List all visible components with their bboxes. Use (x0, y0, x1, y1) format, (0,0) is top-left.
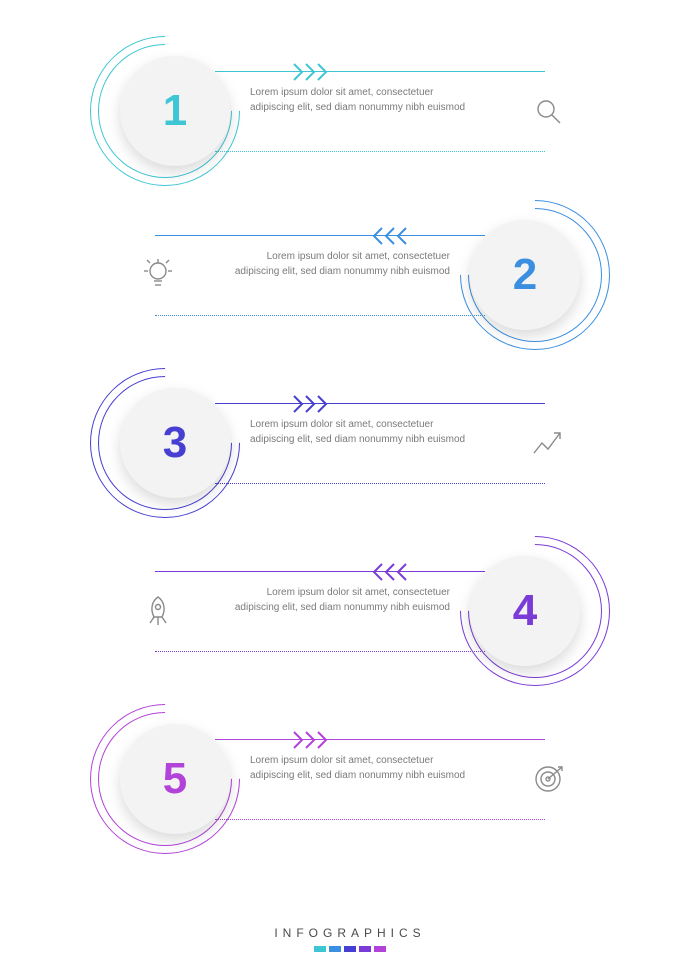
step-number: 1 (163, 86, 187, 136)
infographic-stage: Lorem ipsum dolor sit amet, consectetuer… (0, 0, 700, 980)
step-2: Lorem ipsum dolor sit amet, consectetuer… (0, 220, 700, 380)
step-number: 5 (163, 754, 187, 804)
chevron-left-icon (365, 560, 415, 584)
rocket-icon (140, 593, 176, 629)
step-text: Lorem ipsum dolor sit amet, consectetuer… (220, 249, 450, 279)
step-circle: 2 (470, 220, 580, 330)
target-icon (530, 761, 566, 797)
step-1: Lorem ipsum dolor sit amet, consectetuer… (0, 56, 700, 216)
swatch (314, 946, 326, 952)
swatch (359, 946, 371, 952)
footer-swatches (0, 946, 700, 952)
step-circle: 1 (120, 56, 230, 166)
chevron-right-icon (285, 392, 335, 416)
step-text: Lorem ipsum dolor sit amet, consectetuer… (250, 85, 480, 115)
step-text: Lorem ipsum dolor sit amet, consectetuer… (250, 417, 480, 447)
chart-icon (530, 425, 566, 461)
chevron-left-icon (365, 224, 415, 248)
step-circle: 3 (120, 388, 230, 498)
footer: INFOGRAPHICS (0, 926, 700, 952)
step-number: 3 (163, 418, 187, 468)
magnifier-icon (530, 93, 566, 129)
bulb-icon (140, 257, 176, 293)
step-4: Lorem ipsum dolor sit amet, consectetuer… (0, 556, 700, 716)
step-5: Lorem ipsum dolor sit amet, consectetuer… (0, 724, 700, 884)
footer-label: INFOGRAPHICS (0, 926, 700, 940)
step-3: Lorem ipsum dolor sit amet, consectetuer… (0, 388, 700, 548)
chevron-right-icon (285, 60, 335, 84)
step-number: 2 (513, 250, 537, 300)
step-circle: 4 (470, 556, 580, 666)
swatch (374, 946, 386, 952)
swatch (329, 946, 341, 952)
step-circle: 5 (120, 724, 230, 834)
step-text: Lorem ipsum dolor sit amet, consectetuer… (220, 585, 450, 615)
step-number: 4 (513, 586, 537, 636)
step-text: Lorem ipsum dolor sit amet, consectetuer… (250, 753, 480, 783)
swatch (344, 946, 356, 952)
chevron-right-icon (285, 728, 335, 752)
